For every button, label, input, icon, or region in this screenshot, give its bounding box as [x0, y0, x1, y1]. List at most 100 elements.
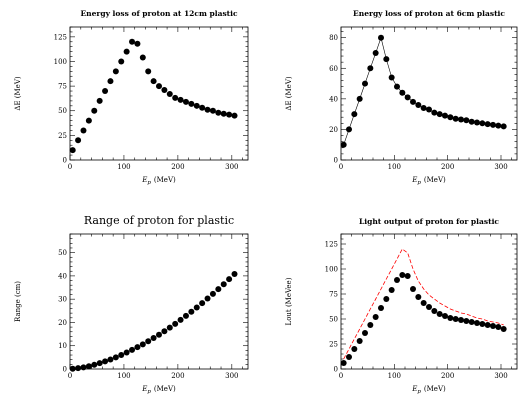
- data-point: [139, 54, 146, 61]
- data-point: [495, 122, 502, 129]
- data-point: [69, 147, 76, 154]
- data-point: [362, 330, 368, 336]
- y-tick-label: 0: [334, 157, 338, 165]
- y-tick-label: 30: [58, 296, 67, 304]
- data-point: [112, 68, 119, 75]
- data-point: [340, 141, 347, 148]
- data-point: [199, 104, 206, 111]
- data-point: [490, 121, 496, 128]
- data-point: [500, 123, 507, 130]
- y-tick-label: 40: [329, 95, 338, 103]
- y-tick-label: 10: [58, 342, 67, 350]
- data-point: [85, 117, 92, 124]
- data-point: [484, 121, 491, 128]
- series-line: [343, 36, 504, 145]
- data-point: [346, 126, 352, 133]
- data-point: [166, 90, 173, 97]
- data-point: [340, 360, 347, 366]
- data-point: [220, 110, 227, 117]
- x-tick-label: 0: [68, 163, 72, 171]
- data-point: [484, 322, 491, 328]
- data-point: [346, 354, 352, 360]
- data-point: [193, 304, 200, 311]
- data-point: [177, 316, 184, 323]
- y-tick-label: 50: [329, 316, 338, 324]
- x-tick-label: 200: [171, 372, 184, 380]
- data-point: [145, 68, 152, 75]
- data-point: [463, 117, 470, 124]
- y-tick-label: 20: [58, 319, 67, 327]
- y-axis-label: ΔE (MeV): [14, 76, 22, 110]
- data-point: [490, 323, 496, 329]
- data-point: [468, 118, 475, 125]
- data-point: [118, 58, 125, 65]
- x-axis-label: Ep (MeV): [141, 385, 176, 395]
- panel-light-output: Light output of proton for plastic 0 100 2…: [285, 217, 518, 395]
- plot-frame: [340, 26, 518, 161]
- data-point: [431, 308, 438, 314]
- data-point: [161, 328, 168, 335]
- data-point: [188, 100, 195, 107]
- panel-energy-loss-6cm: Energy loss of proton at 6cm plastic 0 10…: [285, 9, 518, 186]
- y-tick-label: 125: [54, 33, 67, 41]
- y-tick-label: 0: [63, 157, 67, 165]
- data-point: [479, 120, 486, 127]
- data-point: [474, 320, 480, 326]
- data-point: [80, 364, 87, 371]
- data-point: [426, 304, 432, 310]
- x-tick-label: 100: [117, 163, 130, 171]
- data-point: [156, 83, 162, 90]
- data-point: [447, 315, 454, 321]
- data-point: [85, 363, 92, 370]
- data-point: [452, 115, 459, 122]
- y-tick-label: 20: [329, 126, 338, 134]
- plot-frame: [69, 26, 249, 161]
- panel-title: Range of proton for plastic: [84, 214, 234, 227]
- x-tick-label: 100: [117, 372, 130, 380]
- data-point: [75, 365, 82, 372]
- reference-curve: [343, 248, 504, 360]
- data-point: [383, 56, 390, 63]
- x-tick-label: 0: [339, 163, 343, 171]
- y-axis-label: ΔE (MeV): [285, 76, 293, 110]
- data-point: [474, 119, 480, 126]
- data-point: [410, 286, 416, 292]
- x-tick-label: 300: [225, 372, 238, 380]
- panel-range: Range of proton for plastic 0 100 200 300 0 1…: [14, 214, 249, 395]
- y-tick-label: 0: [63, 366, 67, 374]
- data-point: [420, 300, 427, 306]
- data-point: [161, 87, 168, 94]
- data-point: [495, 324, 502, 330]
- y-tick-label: 75: [58, 83, 67, 91]
- data-point: [378, 34, 384, 41]
- data-point: [188, 308, 195, 315]
- data-point: [150, 335, 157, 342]
- y-tick-label: 100: [54, 58, 67, 66]
- data-point: [420, 105, 427, 112]
- data-point: [231, 271, 238, 278]
- data-point: [399, 272, 406, 278]
- data-point: [356, 338, 363, 344]
- x-tick-label: 0: [339, 372, 343, 380]
- panel-title: Energy loss of proton at 12cm plastic: [80, 9, 238, 18]
- data-point: [96, 97, 103, 104]
- panel-energy-loss-12cm: Energy loss of proton at 12cm plastic 0 1…: [14, 9, 249, 186]
- data-point: [351, 111, 358, 118]
- x-tick-label: 100: [388, 163, 401, 171]
- data-point: [172, 320, 179, 327]
- data-point: [458, 317, 464, 323]
- data-point: [468, 319, 475, 325]
- data-point: [107, 78, 114, 85]
- data-point: [129, 346, 136, 353]
- data-point: [404, 273, 411, 279]
- x-axis-label: Ep (MeV): [411, 176, 446, 186]
- x-tick-label: 200: [441, 372, 454, 380]
- data-point: [226, 276, 233, 283]
- data-point: [351, 346, 358, 352]
- y-tick-label: 25: [58, 132, 67, 140]
- data-point: [182, 312, 189, 319]
- data-point: [139, 341, 146, 348]
- plot-frame: [69, 233, 249, 370]
- y-tick-label: 0: [334, 366, 338, 374]
- data-point: [394, 277, 400, 283]
